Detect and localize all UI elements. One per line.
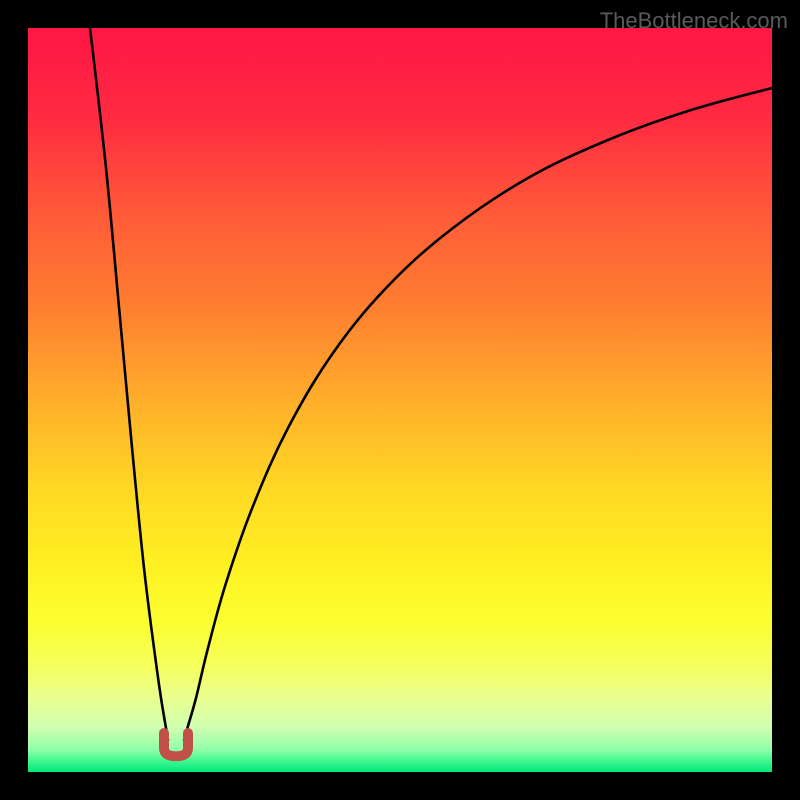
bottleneck-chart xyxy=(28,28,772,772)
gradient-background xyxy=(28,28,772,772)
watermark-label: TheBottleneck.com xyxy=(600,8,788,34)
chart-plot-area xyxy=(28,28,772,772)
